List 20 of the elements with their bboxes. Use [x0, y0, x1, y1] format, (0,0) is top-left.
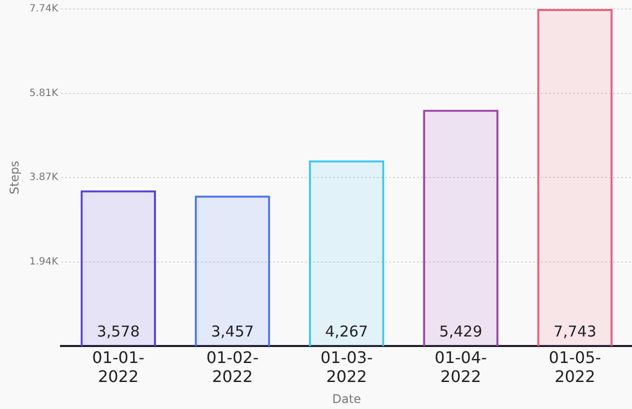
data-label: 4,267 — [325, 322, 368, 341]
y-tick-label: 1.94K — [29, 256, 59, 268]
x-tick-label: 01-04-2022 — [434, 348, 487, 386]
data-label: 3,457 — [210, 322, 254, 341]
data-label: 3,578 — [96, 322, 140, 341]
y-tick-label: 3.87K — [29, 172, 59, 184]
y-tick-label: 7.74K — [29, 4, 59, 15]
bar — [308, 160, 384, 346]
bar — [80, 190, 156, 346]
bar — [537, 9, 613, 346]
bar — [194, 196, 270, 346]
x-tick-label: 01-01-2022 — [92, 348, 144, 386]
data-label: 7,743 — [553, 322, 596, 341]
x-tick-label: 01-03-2022 — [320, 348, 373, 386]
y-axis-title: Steps — [7, 160, 22, 194]
y-tick-label: 5.81K — [29, 88, 59, 99]
x-axis-title: Date — [332, 392, 361, 406]
x-tick-label: 01-05-2022 — [548, 348, 602, 386]
data-label: 5,429 — [439, 322, 482, 341]
x-tick-label: 01-02-2022 — [206, 348, 259, 386]
